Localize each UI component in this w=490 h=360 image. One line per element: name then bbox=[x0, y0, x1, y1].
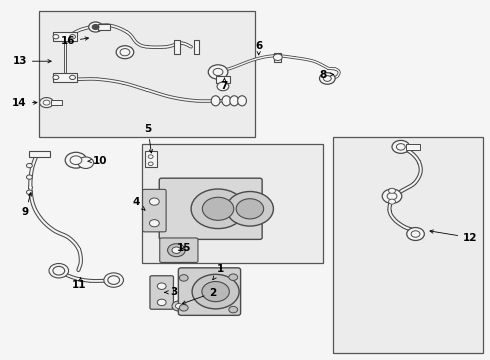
Circle shape bbox=[175, 303, 182, 309]
Bar bbox=[51, 100, 62, 105]
Circle shape bbox=[202, 282, 229, 302]
Circle shape bbox=[92, 24, 99, 30]
Circle shape bbox=[191, 189, 245, 229]
Circle shape bbox=[229, 306, 238, 313]
Text: 2: 2 bbox=[182, 288, 217, 304]
Ellipse shape bbox=[230, 96, 239, 106]
Circle shape bbox=[172, 247, 181, 253]
Circle shape bbox=[148, 162, 153, 166]
Circle shape bbox=[226, 192, 273, 226]
Circle shape bbox=[78, 157, 94, 168]
Circle shape bbox=[49, 264, 69, 278]
Circle shape bbox=[70, 35, 75, 39]
Circle shape bbox=[70, 75, 75, 80]
Text: 12: 12 bbox=[430, 230, 478, 243]
Bar bbox=[406, 144, 420, 150]
Circle shape bbox=[70, 156, 82, 165]
Bar bbox=[142, 144, 323, 263]
Circle shape bbox=[26, 175, 32, 179]
Circle shape bbox=[179, 305, 188, 311]
Circle shape bbox=[396, 144, 405, 150]
Circle shape bbox=[53, 75, 59, 80]
Bar bbox=[53, 73, 77, 82]
FancyBboxPatch shape bbox=[143, 189, 166, 232]
Text: 4: 4 bbox=[132, 197, 145, 210]
Circle shape bbox=[168, 244, 185, 257]
Bar bbox=[98, 24, 110, 30]
Text: 3: 3 bbox=[165, 287, 177, 297]
Circle shape bbox=[229, 274, 238, 280]
Circle shape bbox=[157, 299, 166, 306]
Text: 16: 16 bbox=[60, 36, 89, 46]
Circle shape bbox=[217, 82, 229, 91]
Text: 10: 10 bbox=[88, 156, 108, 166]
Ellipse shape bbox=[211, 96, 220, 106]
Bar bbox=[29, 151, 50, 157]
Circle shape bbox=[208, 65, 228, 79]
Circle shape bbox=[89, 22, 102, 32]
Circle shape bbox=[323, 76, 331, 81]
Text: 13: 13 bbox=[12, 56, 51, 66]
Text: 8: 8 bbox=[320, 69, 333, 80]
Bar bbox=[194, 40, 199, 54]
Ellipse shape bbox=[238, 96, 246, 106]
Bar bbox=[216, 76, 230, 83]
Circle shape bbox=[172, 301, 186, 311]
Circle shape bbox=[157, 283, 166, 289]
Bar bbox=[333, 137, 483, 353]
Bar bbox=[39, 11, 255, 137]
Bar bbox=[53, 32, 77, 41]
Circle shape bbox=[65, 152, 87, 168]
Circle shape bbox=[411, 231, 420, 237]
Text: 9: 9 bbox=[22, 193, 32, 217]
Bar bbox=[174, 40, 180, 54]
Circle shape bbox=[108, 276, 120, 284]
Text: 7: 7 bbox=[220, 78, 228, 91]
Circle shape bbox=[53, 35, 59, 39]
Text: 1: 1 bbox=[213, 264, 224, 280]
Circle shape bbox=[43, 100, 50, 105]
Circle shape bbox=[120, 49, 130, 56]
Bar bbox=[145, 151, 157, 167]
Circle shape bbox=[392, 140, 410, 153]
Text: 6: 6 bbox=[255, 41, 262, 55]
Circle shape bbox=[202, 197, 234, 220]
FancyBboxPatch shape bbox=[159, 178, 262, 239]
Circle shape bbox=[236, 199, 264, 219]
Text: 11: 11 bbox=[72, 277, 87, 290]
FancyBboxPatch shape bbox=[150, 276, 173, 309]
Circle shape bbox=[273, 54, 282, 60]
Circle shape bbox=[213, 68, 223, 76]
Circle shape bbox=[382, 189, 402, 203]
Circle shape bbox=[192, 274, 239, 309]
Circle shape bbox=[149, 198, 159, 205]
Circle shape bbox=[104, 273, 123, 287]
Circle shape bbox=[389, 188, 395, 193]
Circle shape bbox=[26, 163, 32, 168]
Circle shape bbox=[319, 73, 335, 84]
FancyBboxPatch shape bbox=[160, 238, 198, 262]
Circle shape bbox=[407, 228, 424, 240]
Circle shape bbox=[149, 220, 159, 227]
Circle shape bbox=[387, 193, 397, 200]
FancyBboxPatch shape bbox=[178, 268, 241, 315]
Circle shape bbox=[40, 98, 53, 108]
Circle shape bbox=[148, 155, 153, 158]
Circle shape bbox=[53, 266, 65, 275]
Circle shape bbox=[389, 199, 395, 204]
Text: 15: 15 bbox=[177, 243, 192, 253]
Circle shape bbox=[116, 46, 134, 59]
Text: 5: 5 bbox=[145, 124, 152, 153]
Circle shape bbox=[179, 275, 188, 281]
Circle shape bbox=[26, 190, 32, 194]
Text: 14: 14 bbox=[12, 98, 37, 108]
Ellipse shape bbox=[222, 96, 231, 106]
Bar bbox=[274, 53, 281, 62]
